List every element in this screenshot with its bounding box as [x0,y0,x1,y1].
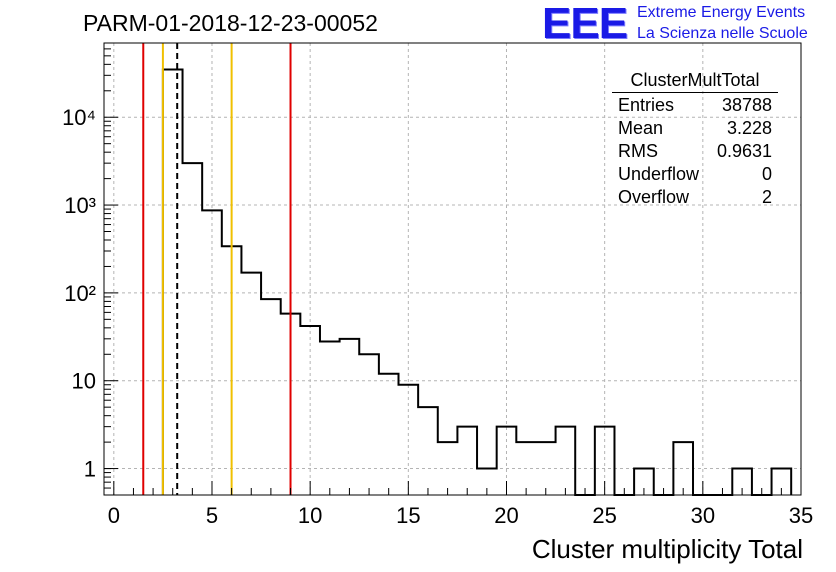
y-tick-label: 10⁴ [62,105,96,130]
x-tick-label: 25 [592,503,616,528]
y-tick-label: 10³ [64,193,96,218]
stats-value: 0.9631 [716,141,772,161]
axis-ticks [104,42,802,495]
y-tick-label: 1 [84,457,96,482]
stats-row-underflow: Underflow 0 [612,163,778,186]
histogram-bin [300,326,320,495]
histogram-bin [241,273,261,495]
stats-label: Entries [618,95,675,115]
stats-row-entries: Entries 38788 [612,94,778,117]
page-title: PARM-01-2018-12-23-00052 [83,10,378,36]
x-tick-label: 10 [298,503,322,528]
x-tick-label: 20 [494,503,518,528]
histogram-bin [457,427,477,495]
x-tick-label: 5 [206,503,218,528]
x-tick-label: 35 [789,503,813,528]
histogram-bin [163,69,183,495]
histogram-bin [340,339,360,495]
histogram-bin [202,210,222,495]
histogram-bin [320,341,340,495]
histogram-bin [438,442,458,495]
y-tick-label: 10² [64,281,96,306]
histogram-bin [261,299,281,495]
x-tick-label: 30 [691,503,715,528]
stats-label: Overflow [618,187,690,207]
histogram-bin [418,407,438,495]
eee-logo: EEE [542,0,628,48]
marker-lines [142,43,292,495]
stats-label: Mean [618,118,664,138]
histogram [161,68,793,496]
histogram-bin [379,374,399,495]
x-tick-label: 15 [396,503,420,528]
histogram-bin [183,163,203,495]
histogram-bin [359,354,379,495]
stats-row-rms: RMS 0.9631 [612,140,778,163]
stats-value: 38788 [721,95,772,115]
grid-lines [104,43,802,495]
histogram-bin [399,385,419,495]
stats-value: 3.228 [726,118,772,138]
stats-label: RMS [618,141,658,161]
stats-row-mean: Mean 3.228 [612,117,778,140]
stats-row-overflow: Overflow 2 [612,186,778,209]
logo-tagline-1: Extreme Energy Events [637,4,806,21]
x-tick-label: 0 [108,503,120,528]
stats-value: 0 [761,164,772,184]
histogram-outline [161,68,793,496]
x-axis-label: Cluster multiplicity Total [531,534,803,564]
stats-box: ClusterMultTotal Entries 38788 Mean 3.22… [612,70,778,209]
histogram-bin [556,427,576,495]
stats-label: Underflow [618,164,700,184]
histogram-bin [536,442,556,495]
plot-frame [103,42,802,496]
logo-tagline-2: La Scienza nelle Scuole [637,25,808,42]
stats-title: ClusterMultTotal [612,70,778,93]
y-tick-label: 10 [72,369,96,394]
stats-value: 2 [761,187,772,207]
histogram-bin [673,442,693,495]
histogram-bin [516,442,536,495]
